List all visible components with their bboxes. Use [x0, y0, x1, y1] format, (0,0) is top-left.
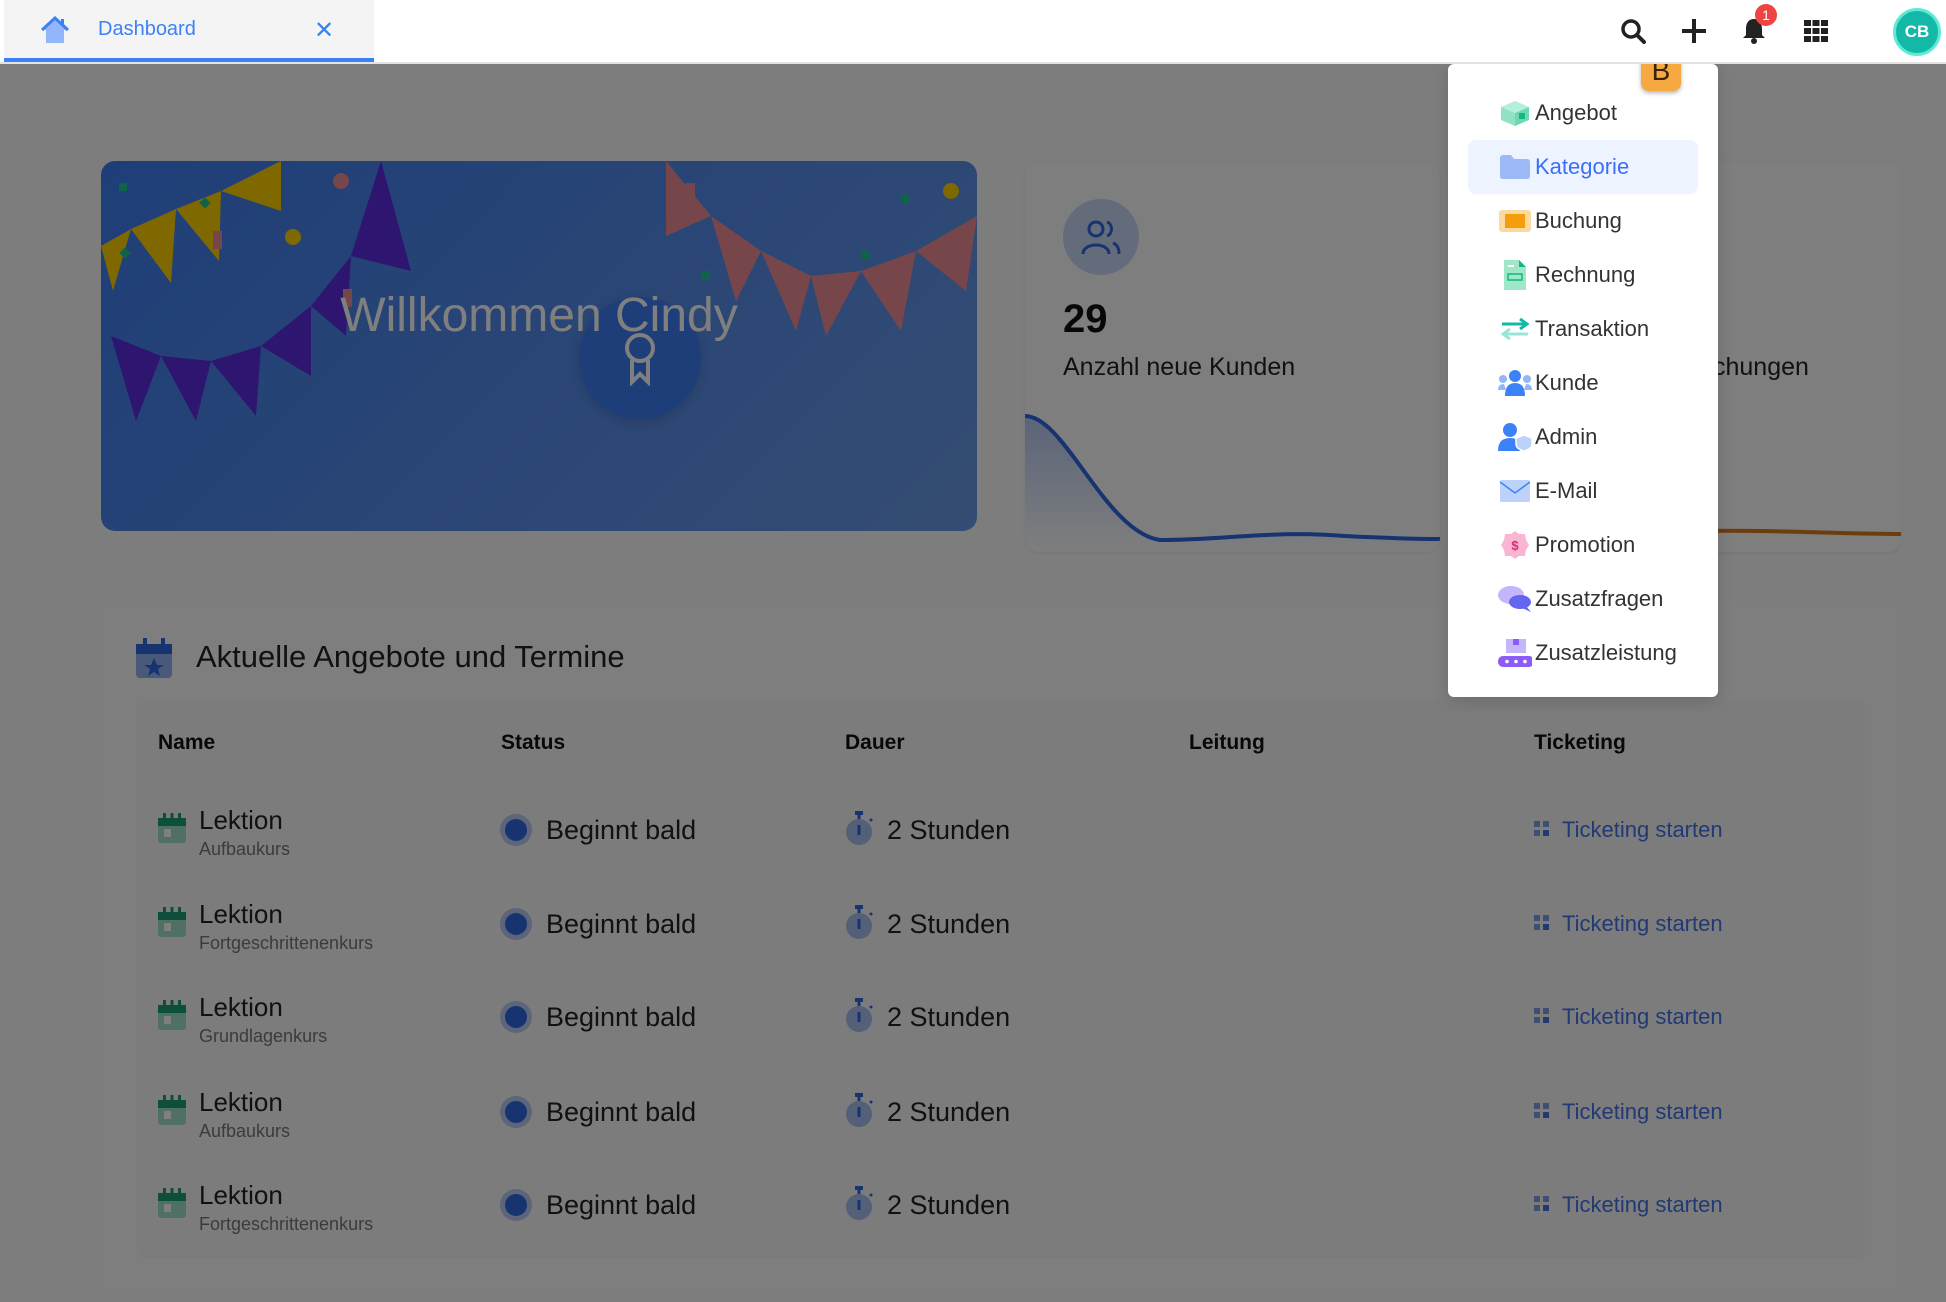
menu-item-label: Zusatzfragen [1535, 586, 1664, 611]
menu-item-promotion[interactable]: $ Promotion [1468, 518, 1698, 572]
menu-item-buchung[interactable]: Buchung [1468, 194, 1698, 248]
menu-item-label: Angebot [1535, 100, 1617, 125]
menu-item-label: E-Mail [1535, 478, 1598, 503]
menu-item-zusatzleistung[interactable]: Zusatzleistung [1468, 626, 1698, 680]
svg-text:$: $ [1511, 538, 1519, 553]
invoice-icon [1498, 260, 1532, 290]
plus-icon[interactable] [1677, 14, 1711, 48]
menu-item-angebot[interactable]: Angebot [1468, 86, 1698, 140]
menu-item-label: Rechnung [1535, 262, 1636, 287]
transfer-icon [1498, 314, 1532, 344]
menu-item-kategorie[interactable]: Kategorie [1468, 140, 1698, 194]
menu-item-label: Kategorie [1535, 154, 1630, 179]
tab-label: Dashboard [98, 17, 196, 40]
menu-item-label: Zusatzleistung [1535, 640, 1677, 665]
menu-item-transaktion[interactable]: Transaktion [1468, 302, 1698, 356]
chat-bubbles-icon [1498, 584, 1532, 614]
menu-item-label: Buchung [1535, 208, 1622, 233]
folder-icon [1498, 152, 1532, 182]
notification-badge: 1 [1755, 4, 1777, 26]
menu-item-label: Transaktion [1535, 316, 1650, 341]
close-icon[interactable]: ✕ [314, 17, 335, 44]
menu-item-rechnung[interactable]: Rechnung [1468, 248, 1698, 302]
menu-item-label: Admin [1535, 424, 1598, 449]
search-icon[interactable] [1616, 14, 1650, 48]
avatar[interactable]: CB [1893, 8, 1941, 56]
promotion-dollar-icon: $ [1498, 530, 1532, 560]
menu-item-admin[interactable]: Admin [1468, 410, 1698, 464]
menu-item-email[interactable]: E-Mail [1468, 464, 1698, 518]
box-icon [1498, 98, 1532, 128]
apps-grid-icon[interactable] [1799, 14, 1833, 48]
menu-item-zusatzfragen[interactable]: Zusatzfragen [1468, 572, 1698, 626]
create-menu: Angebot Kategorie Buchung Rechnung Transakti… [1448, 64, 1718, 697]
mail-icon [1498, 476, 1532, 506]
tab-dashboard[interactable]: Dashboard ✕ [4, 0, 374, 62]
menu-item-label: Promotion [1535, 532, 1636, 557]
menu-item-kunde[interactable]: Kunde [1468, 356, 1698, 410]
admin-shield-icon [1498, 422, 1532, 452]
conveyor-icon [1498, 638, 1532, 668]
menu-item-label: Kunde [1535, 370, 1599, 395]
customers-icon [1498, 368, 1532, 398]
top-bar: Dashboard ✕ 1 CB [0, 0, 1946, 64]
home-icon [40, 15, 70, 49]
ticket-icon [1498, 206, 1532, 236]
